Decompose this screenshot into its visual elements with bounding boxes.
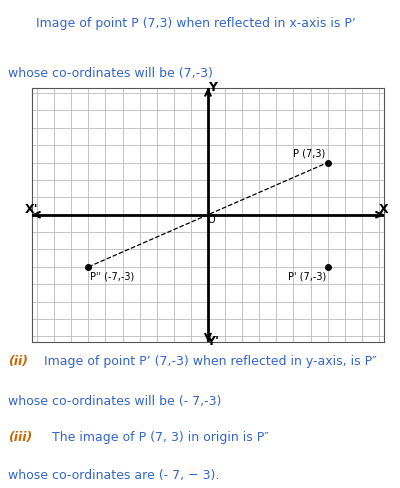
Text: whose co-ordinates are (- 7, − 3).: whose co-ordinates are (- 7, − 3). (8, 469, 219, 482)
Text: X': X' (25, 203, 39, 216)
Text: Y': Y' (206, 335, 219, 348)
Text: The image of P (7, 3) in origin is P″: The image of P (7, 3) in origin is P″ (52, 430, 269, 444)
Text: P'' (-7,-3): P'' (-7,-3) (90, 271, 134, 281)
Text: (ii): (ii) (8, 355, 28, 368)
Text: X: X (379, 203, 389, 216)
Text: P (7,3): P (7,3) (293, 148, 325, 158)
Text: whose co-ordinates will be (- 7,-3): whose co-ordinates will be (- 7,-3) (8, 395, 221, 408)
Text: Image of point P’ (7,-3) when reflected in y-axis, is P″: Image of point P’ (7,-3) when reflected … (44, 355, 377, 368)
Text: O: O (207, 215, 215, 225)
Text: Y: Y (208, 81, 217, 94)
Text: whose co-ordinates will be (7,-3): whose co-ordinates will be (7,-3) (8, 67, 213, 80)
Text: (iii): (iii) (8, 430, 32, 444)
Text: P' (7,-3): P' (7,-3) (288, 271, 326, 281)
Text: Image of point P (7,3) when reflected in x-axis is P’: Image of point P (7,3) when reflected in… (36, 17, 356, 30)
